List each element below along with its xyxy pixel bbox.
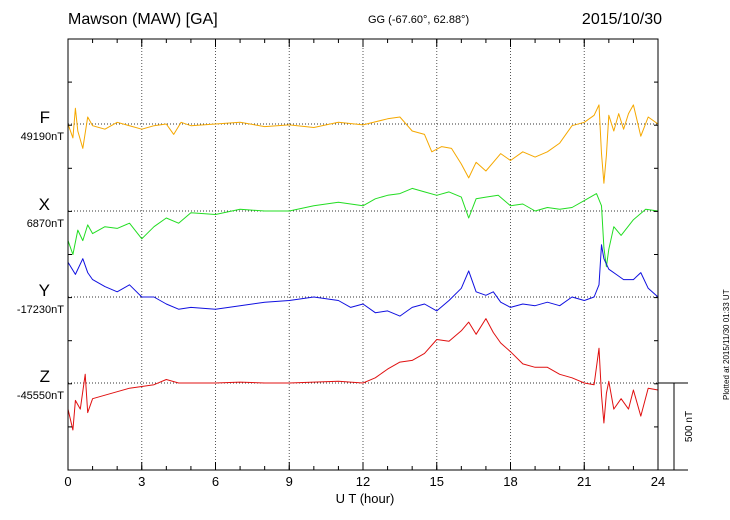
baseline-label-y: -17230nT — [16, 304, 64, 316]
component-label-x: X — [38, 195, 50, 214]
tick-label-3: 3 — [138, 474, 145, 489]
plot-date: 2015/10/30 — [581, 11, 662, 28]
scale-bar: 500 nT — [658, 382, 695, 471]
series-line-y — [67, 244, 659, 317]
x-axis-label: U T (hour) — [335, 491, 395, 506]
grid-lines — [141, 39, 585, 470]
plotted-at-credit: Plotted at 2015/11/30 01:33 UT — [722, 289, 730, 400]
tick-label-18: 18 — [503, 474, 517, 489]
axis-ticks: 0 3 6 9 12 15 18 21 24 — [64, 38, 665, 489]
baseline-label-f: 49190nT — [20, 131, 64, 143]
component-label-f: F — [39, 108, 50, 127]
series-lines — [67, 104, 659, 431]
station-coordinates: GG (-67.60°, 62.88°) — [368, 14, 470, 26]
tick-label-12: 12 — [356, 474, 370, 489]
series-line-f — [67, 104, 659, 184]
component-label-y: Y — [38, 281, 50, 300]
baseline-label-z: -45550nT — [16, 390, 64, 402]
tick-label-21: 21 — [577, 474, 591, 489]
baseline-label-x: 6870nT — [26, 218, 64, 230]
series-line-z — [67, 318, 659, 431]
station-title: Mawson (MAW) [GA] — [68, 11, 218, 28]
tick-label-24: 24 — [651, 474, 665, 489]
tick-label-0: 0 — [64, 474, 71, 489]
tick-label-9: 9 — [286, 474, 293, 489]
series-line-x — [67, 187, 659, 268]
component-label-z: Z — [39, 367, 50, 386]
tick-label-6: 6 — [212, 474, 219, 489]
tick-label-15: 15 — [430, 474, 444, 489]
scale-bar-label: 500 nT — [684, 411, 695, 442]
